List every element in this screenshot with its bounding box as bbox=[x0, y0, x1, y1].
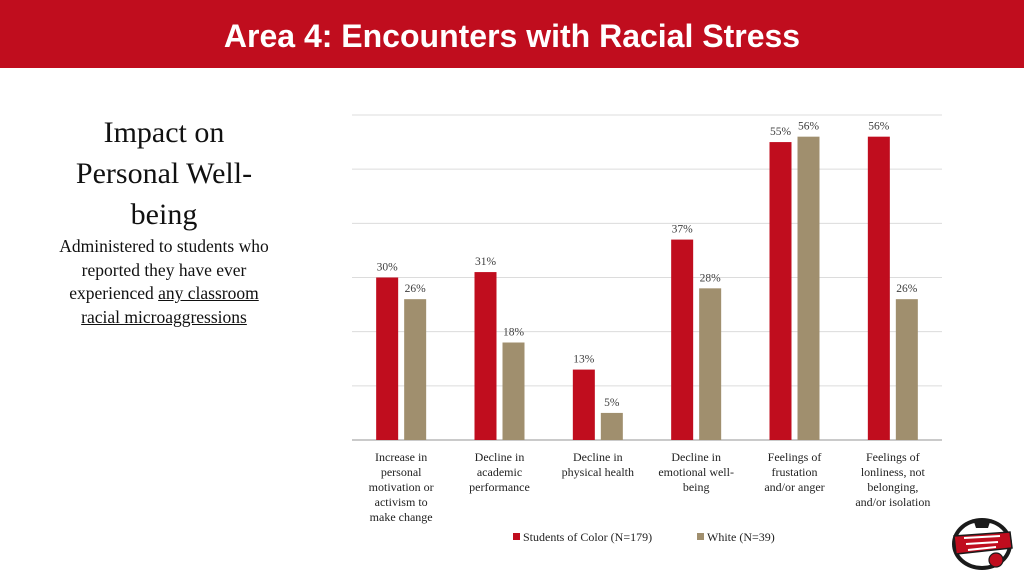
data-label: 56% bbox=[798, 121, 820, 133]
bar-white bbox=[502, 342, 525, 440]
panel-description: Administered to students who reported th… bbox=[28, 235, 300, 329]
bar-students-of-color bbox=[474, 272, 497, 440]
slide-title: Area 4: Encounters with Racial Stress bbox=[223, 18, 801, 54]
bar-students-of-color bbox=[376, 277, 399, 440]
panel-underlined-text-1: any classroom bbox=[158, 283, 259, 303]
category-label: Decline in academic performance bbox=[469, 450, 530, 494]
legend-swatch bbox=[513, 533, 520, 540]
bar-white bbox=[600, 412, 623, 440]
bar-students-of-color bbox=[769, 142, 792, 441]
bar-white bbox=[404, 299, 427, 440]
data-label: 55% bbox=[770, 126, 792, 138]
data-label: 37% bbox=[672, 224, 694, 236]
bar-white bbox=[797, 136, 820, 440]
panel-heading-line-2: Personal Well- bbox=[75, 157, 253, 190]
data-label: 31% bbox=[475, 256, 497, 268]
legend-label: White (N=39) bbox=[707, 530, 775, 544]
category-label: Feelings of lonliness, not belonging, and/o… bbox=[855, 450, 930, 509]
bar-students-of-color bbox=[867, 136, 890, 440]
panel-body-line-2: reported they have ever bbox=[81, 259, 247, 280]
category-label: Decline in physical health bbox=[562, 450, 634, 479]
panel-heading-line-3: being bbox=[130, 198, 198, 231]
data-label: 26% bbox=[405, 283, 427, 295]
bar-white bbox=[895, 299, 918, 440]
category-label: Decline in emotional well-being bbox=[658, 450, 734, 494]
bar-students-of-color bbox=[671, 239, 694, 440]
category-label: Increase in personal motivation or activism… bbox=[369, 450, 434, 524]
header-bar bbox=[0, 0, 1024, 68]
bar-white bbox=[699, 288, 722, 440]
panel-body-line-3: experienced bbox=[69, 283, 159, 303]
category-label: Feelings of frustation and/or anger bbox=[764, 450, 824, 494]
panel-heading-line-1: Impact on bbox=[103, 116, 225, 149]
data-label: 30% bbox=[377, 262, 399, 274]
data-label: 13% bbox=[573, 354, 595, 366]
data-label: 28% bbox=[700, 272, 722, 284]
bar-students-of-color bbox=[572, 369, 595, 440]
panel-heading: Impact on Personal Well- being bbox=[28, 112, 300, 235]
panel-underlined-text-2: racial microaggressions bbox=[81, 306, 247, 327]
data-label: 18% bbox=[503, 327, 525, 339]
data-label: 26% bbox=[896, 283, 918, 295]
panel-body-line-1: Administered to students who bbox=[59, 236, 269, 256]
data-label: 56% bbox=[868, 121, 890, 133]
data-label: 5% bbox=[604, 397, 620, 409]
left-panel: Impact on Personal Well- being Administe… bbox=[28, 112, 300, 329]
legend-swatch bbox=[697, 533, 704, 540]
college-logo-icon bbox=[952, 518, 1013, 570]
legend-label: Students of Color (N=179) bbox=[523, 530, 652, 544]
